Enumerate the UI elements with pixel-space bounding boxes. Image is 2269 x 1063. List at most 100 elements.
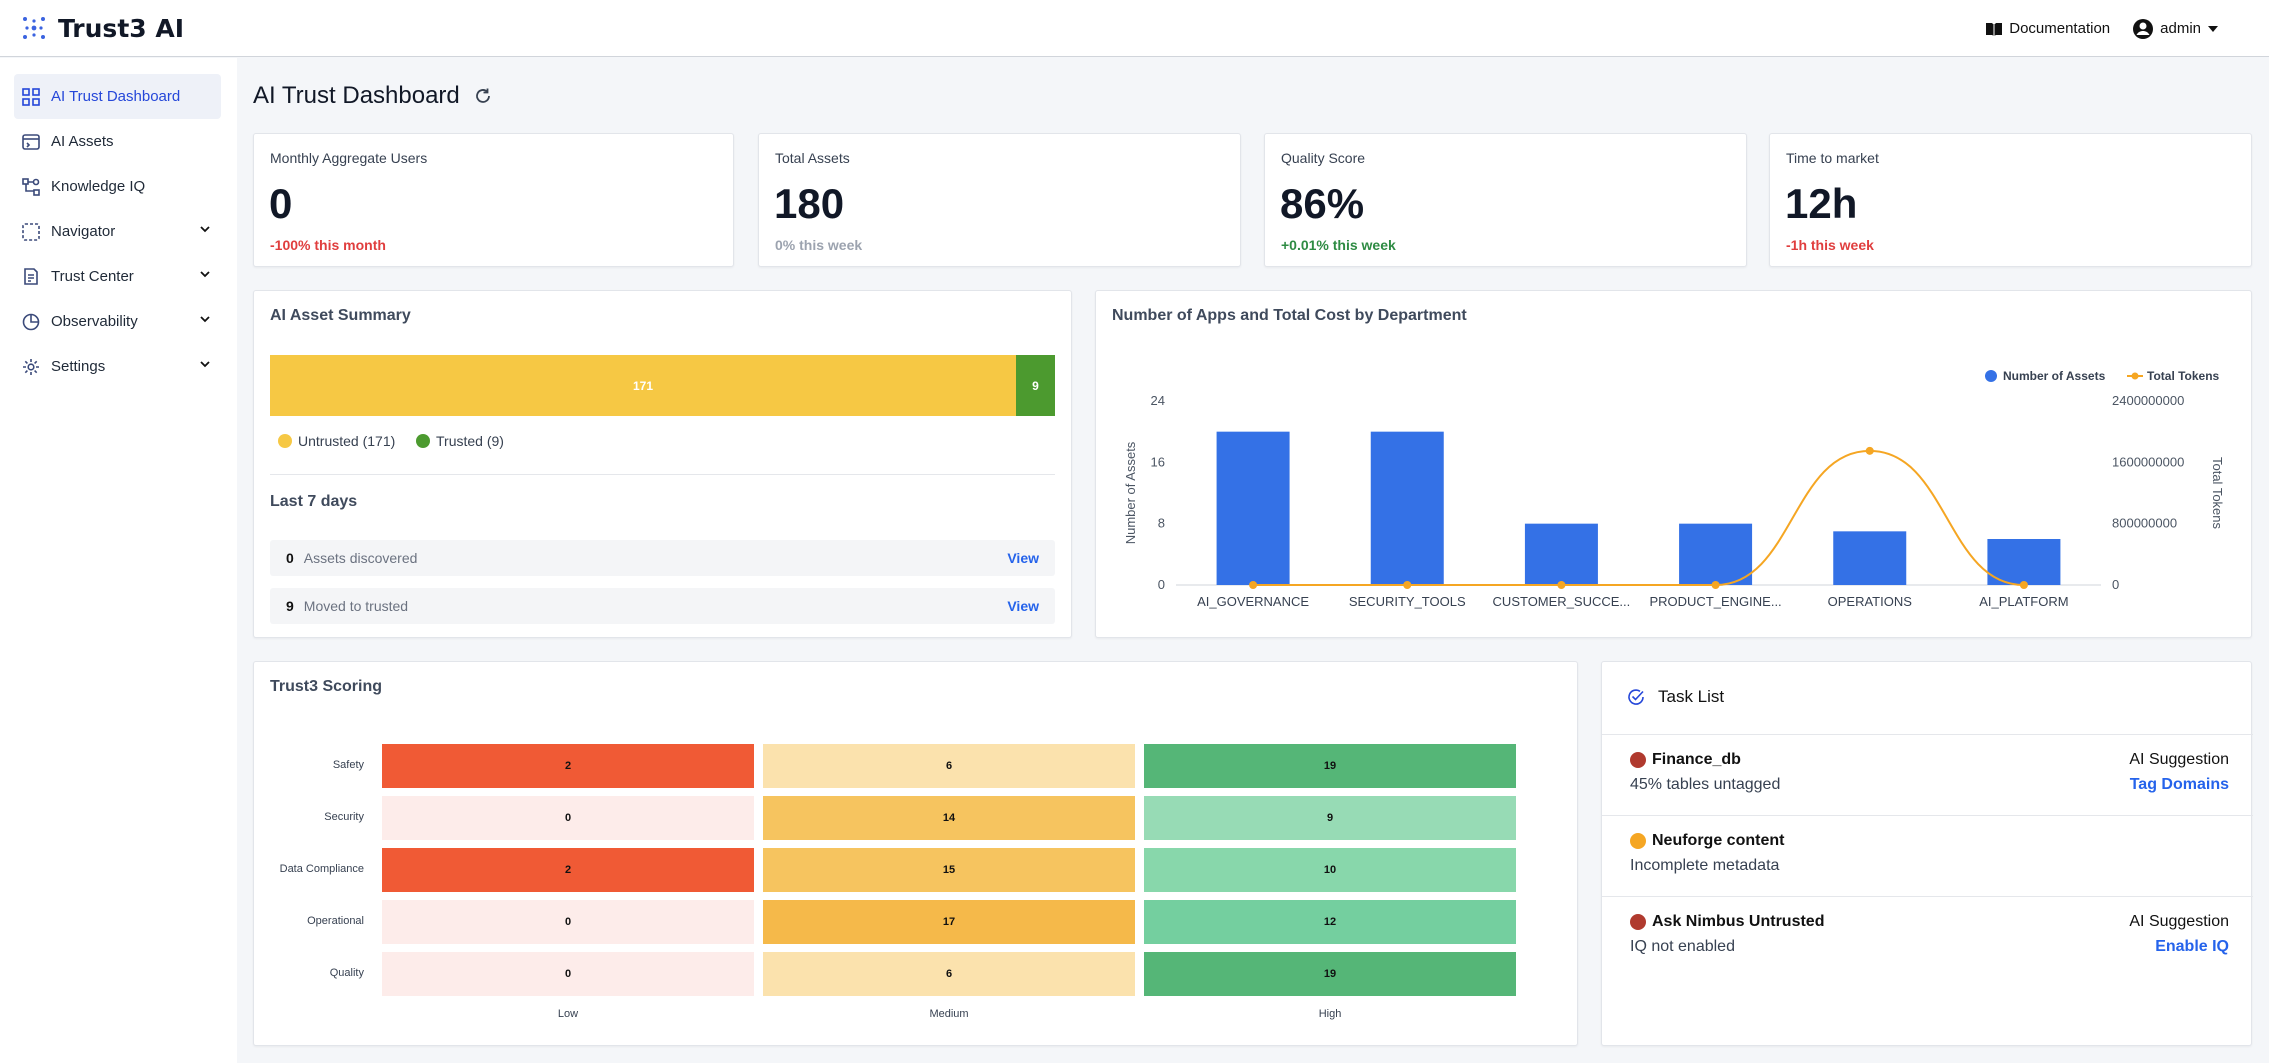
score-cell[interactable]: 0 (382, 952, 754, 996)
task-item[interactable]: Neuforge content Incomplete metadata (1602, 815, 2253, 896)
sidebar-item-label: Knowledge IQ (51, 178, 146, 195)
kpi-label: Quality Score (1281, 150, 1366, 166)
line-point (1249, 581, 1258, 589)
score-cell[interactable]: 6 (763, 744, 1135, 788)
user-menu[interactable]: admin (2132, 18, 2219, 40)
y-axis-title: Number of Assets (1123, 441, 1138, 544)
task-desc: Incomplete metadata (1630, 857, 1780, 874)
score-cell[interactable]: 15 (763, 848, 1135, 892)
bar[interactable] (1987, 539, 2061, 585)
view-link[interactable]: View (1007, 598, 1039, 614)
legend-untrusted[interactable]: Untrusted (171) (278, 433, 395, 449)
kpi-label: Total Assets (775, 150, 850, 166)
legend-dot (2131, 372, 2139, 380)
enable-iq-link[interactable]: Enable IQ (2155, 938, 2229, 955)
y-tick-label: 8 (1158, 516, 1165, 531)
brand[interactable]: Trust3 AI (22, 14, 184, 43)
x-tick-label: AI_PLATFORM (1979, 594, 2068, 609)
sidebar-item-ai-assets[interactable]: AI Assets (14, 119, 221, 164)
score-cell[interactable]: 0 (382, 900, 754, 944)
score-cell[interactable]: 6 (763, 952, 1135, 996)
kpi-label: Time to market (1786, 150, 1879, 166)
bar[interactable] (1524, 523, 1598, 585)
kpi-card-quality-score: Quality Score 86% +0.01% this week (1264, 133, 1747, 267)
activity-text: Assets discovered (303, 550, 418, 566)
task-desc: IQ not enabled (1630, 938, 1735, 955)
app-name: Trust3 AI (58, 13, 185, 43)
bar[interactable] (1679, 523, 1753, 585)
trusted-bar-segment[interactable]: 9 (1016, 355, 1055, 416)
task-name: Finance_db (1652, 751, 1741, 768)
score-cell[interactable]: 9 (1144, 796, 1516, 840)
activity-row-assets-discovered: 0 Assets discovered View (270, 540, 1055, 576)
sidebar-item-settings[interactable]: Settings (14, 344, 221, 389)
activity-count: 9 (286, 598, 294, 614)
task-list-header: Task List (1626, 687, 1724, 707)
score-cell[interactable]: 0 (382, 796, 754, 840)
divider (270, 474, 1055, 475)
documentation-label: Documentation (2009, 20, 2111, 37)
score-col-label: Low (557, 1008, 579, 1020)
kpi-delta: +0.01% this week (1281, 237, 1396, 253)
page-title: AI Trust Dashboard (253, 82, 460, 109)
logo-icon (23, 17, 45, 39)
kpi-value: 180 (774, 180, 845, 227)
documentation-link[interactable]: Documentation (1985, 20, 2110, 37)
x-tick-label: SECURITY_TOOLS (1349, 594, 1466, 609)
kpi-delta: -100% this month (270, 237, 386, 253)
kpi-card-time-to-market: Time to market 12h -1h this week (1769, 133, 2252, 267)
score-col-label: High (1318, 1008, 1342, 1020)
legend-trusted[interactable]: Trusted (9) (416, 433, 504, 449)
chevron-down-icon (200, 361, 210, 368)
line-point (2019, 581, 2028, 589)
bar[interactable] (1370, 431, 1444, 585)
y2-tick-label: 0 (2112, 577, 2119, 592)
score-cell[interactable]: 19 (1144, 952, 1516, 996)
untrusted-bar-segment[interactable]: 171 (270, 355, 1016, 416)
sidebar-item-label: Observability (51, 313, 138, 330)
task-item[interactable]: Finance_db 45% tables untagged AI Sugges… (1602, 734, 2253, 815)
kpi-delta: -1h this week (1786, 237, 1874, 253)
gear-icon (23, 358, 39, 375)
activity-row-moved-to-trusted: 9 Moved to trusted View (270, 588, 1055, 624)
score-cell[interactable]: 10 (1144, 848, 1516, 892)
line-point (1557, 581, 1566, 589)
chevron-down-icon (200, 271, 210, 278)
legend-label: Number of Assets (2003, 369, 2106, 383)
score-cell[interactable]: 19 (1144, 744, 1516, 788)
sidebar-item-label: AI Trust Dashboard (51, 88, 181, 105)
account-icon (2133, 18, 2154, 39)
score-cell[interactable]: 12 (1144, 900, 1516, 944)
sidebar-item-trust-center[interactable]: Trust Center (14, 254, 221, 299)
y2-tick-label: 2400000000 (2112, 393, 2184, 408)
score-cell[interactable]: 2 (382, 848, 754, 892)
task-item[interactable]: Ask Nimbus Untrusted IQ not enabled AI S… (1602, 896, 2253, 977)
top-bar: Trust3 AI Documentation admin (0, 0, 2269, 57)
x-tick-label: AI_GOVERNANCE (1197, 594, 1309, 609)
refresh-icon[interactable] (474, 87, 492, 105)
bar[interactable] (1833, 531, 1907, 585)
score-cell[interactable]: 14 (763, 796, 1135, 840)
legend-dot (416, 434, 430, 448)
score-cell[interactable]: 2 (382, 744, 754, 788)
tag-domains-link[interactable]: Tag Domains (2129, 776, 2229, 793)
bar[interactable] (1216, 431, 1290, 585)
task-desc: 45% tables untagged (1630, 776, 1781, 793)
sidebar-item-label: AI Assets (51, 133, 114, 150)
ai-suggestion-label: AI Suggestion (2129, 913, 2229, 930)
task-name: Ask Nimbus Untrusted (1652, 913, 1825, 930)
sidebar-item-knowledge-iq[interactable]: Knowledge IQ (14, 164, 221, 209)
kpi-card-monthly-users: Monthly Aggregate Users 0 -100% this mon… (253, 133, 734, 267)
sidebar-item-navigator[interactable]: Navigator (14, 209, 221, 254)
sidebar (0, 58, 237, 1063)
kpi-card-total-assets: Total Assets 180 0% this week (758, 133, 1241, 267)
sidebar-item-ai-trust-dashboard[interactable]: AI Trust Dashboard (14, 74, 221, 119)
sidebar-item-observability[interactable]: Observability (14, 299, 221, 344)
user-name: admin (2160, 20, 2201, 37)
view-link[interactable]: View (1007, 550, 1039, 566)
score-cell[interactable]: 17 (763, 900, 1135, 944)
ai-asset-summary-card: AI Asset Summary 171 9 Untrusted (171) T… (253, 290, 1072, 638)
y-tick-label: 16 (1151, 454, 1165, 469)
y2-axis-title: Total Tokens (2210, 457, 2225, 530)
caret-down-icon (2208, 25, 2218, 32)
